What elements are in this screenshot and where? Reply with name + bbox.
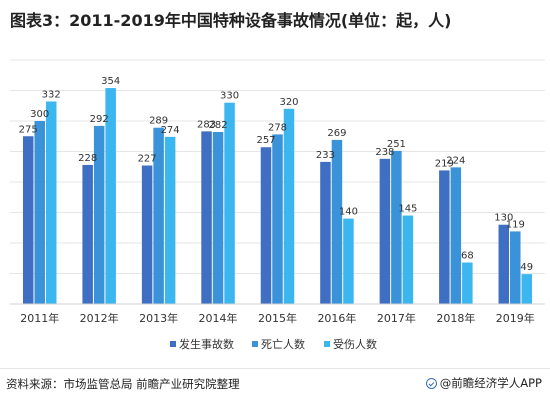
bar [260, 147, 272, 304]
data-label: 354 [101, 76, 120, 87]
data-label: 251 [387, 139, 406, 150]
data-label: 275 [19, 124, 38, 135]
legend-swatch [324, 341, 330, 347]
data-label: 227 [138, 154, 157, 165]
legend-swatch [170, 341, 176, 347]
data-label: 119 [506, 219, 525, 230]
bar [164, 136, 176, 304]
bar [439, 170, 450, 304]
chart-title: 图表3：2011-2019年中国特种设备事故情况(单位：起，人) [10, 11, 452, 30]
bar [22, 136, 34, 304]
bar [379, 158, 391, 304]
brand-logo-icon [425, 377, 437, 389]
data-label: 330 [220, 91, 239, 102]
data-label: 140 [339, 207, 358, 218]
bar [201, 131, 212, 304]
source-note: 资料来源：市场监管总局 前瞻产业研究院整理 [6, 377, 240, 391]
data-label: 300 [30, 109, 49, 120]
brand-credit: @前瞻经济学人APP [425, 375, 542, 391]
data-label: 292 [90, 114, 109, 125]
x-tick-label: 2011年 [20, 311, 59, 325]
data-label: 332 [42, 89, 61, 100]
bar [212, 131, 224, 304]
bar [320, 161, 331, 304]
data-label: 49 [520, 262, 533, 273]
data-label: 289 [149, 116, 168, 127]
bar [402, 215, 414, 304]
x-tick-label: 2017年 [377, 311, 416, 325]
footer-divider [0, 368, 550, 369]
data-label: 228 [78, 153, 97, 164]
legend-swatch [252, 341, 258, 347]
x-tick-labels: 2011年 2012年 2013年 2014年 2015年 2016年 2017年 2018年… [20, 311, 535, 325]
legend-label: 死亡人数 [261, 337, 305, 351]
legend-label: 发生事故数 [179, 337, 234, 351]
x-tick-label: 2016年 [317, 311, 356, 325]
bar [521, 274, 533, 304]
x-tick-label: 2018年 [436, 311, 475, 325]
data-label: 145 [398, 204, 417, 215]
bar [105, 88, 116, 304]
bar [224, 102, 235, 304]
x-tick-label: 2014年 [199, 311, 238, 325]
data-label: 320 [279, 97, 298, 108]
data-label: 257 [256, 135, 275, 146]
bar [331, 139, 343, 304]
bar [391, 150, 402, 304]
bar [34, 121, 45, 304]
data-label: 219 [435, 158, 454, 169]
data-label: 269 [327, 128, 346, 139]
data-label: 224 [446, 155, 465, 166]
bar [82, 164, 93, 304]
bar [153, 127, 164, 305]
data-label: 68 [461, 251, 474, 262]
bar [450, 167, 462, 304]
data-label: 233 [316, 150, 335, 161]
x-tick-label: 2012年 [80, 311, 119, 325]
x-tick-label: 2013年 [139, 311, 178, 325]
bar [45, 101, 57, 304]
bar [343, 218, 354, 304]
data-label: 274 [161, 125, 180, 136]
bar [498, 224, 510, 304]
data-label: 130 [494, 213, 513, 224]
data-label: 282 [209, 120, 228, 131]
legend-label: 受伤人数 [333, 338, 377, 351]
bar [462, 262, 473, 304]
bar [510, 231, 521, 304]
bar [272, 134, 283, 304]
data-label: 238 [375, 147, 394, 158]
data-label: 283 [197, 119, 216, 130]
bar [141, 165, 153, 304]
bar [283, 108, 295, 304]
x-tick-label: 2015年 [258, 311, 297, 325]
bars [22, 88, 533, 305]
bar [93, 125, 105, 304]
brand-label: @前瞻经济学人APP [439, 376, 542, 390]
legend: 发生事故数 死亡人数 受伤人数 [170, 337, 377, 351]
x-tick-label: 2019年 [496, 311, 535, 325]
data-label: 278 [268, 122, 287, 133]
